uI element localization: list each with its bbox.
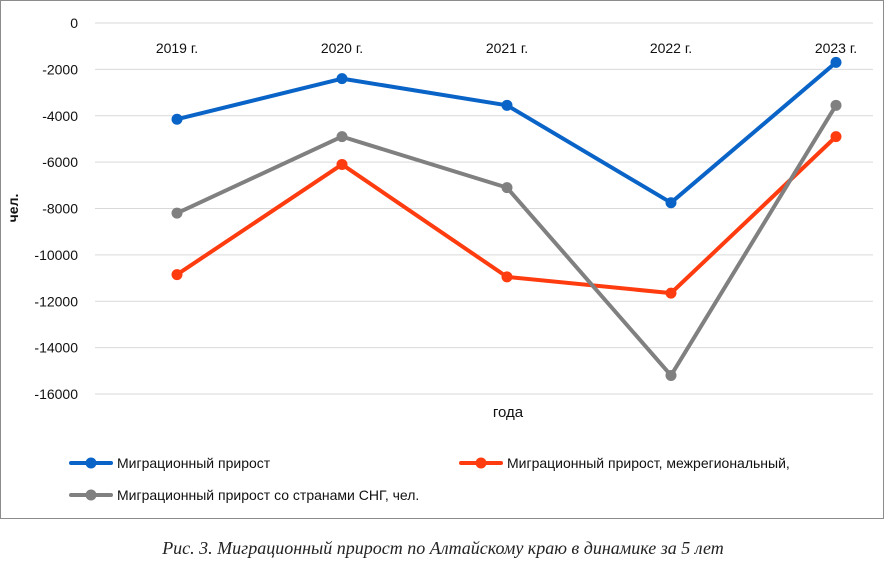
x-tick-label: 2021 г. <box>486 40 528 56</box>
data-point <box>665 287 677 299</box>
x-tick-label: 2022 г. <box>650 40 692 56</box>
data-point <box>336 73 348 85</box>
data-point <box>336 131 348 143</box>
y-tick-label: -8000 <box>42 201 78 217</box>
data-point <box>665 197 677 209</box>
series-line <box>175 60 838 205</box>
x-tick-label: 2020 г. <box>321 40 363 56</box>
legend-item: Миграционный прирост со странами СНГ, че… <box>69 487 419 503</box>
y-tick-label: -10000 <box>34 247 78 263</box>
y-tick-label: -6000 <box>42 154 78 170</box>
y-tick-label: -4000 <box>42 108 78 124</box>
y-axis-label: чел. <box>5 194 21 223</box>
legend-item: Миграционный прирост <box>69 455 271 471</box>
legend-marker <box>475 457 487 469</box>
data-point <box>830 56 842 68</box>
x-axis-label: года <box>493 404 524 421</box>
legend-marker <box>85 457 97 469</box>
series-2 <box>171 131 842 299</box>
data-point <box>665 369 677 381</box>
figure-caption: Рис. 3. Миграционный прирост по Алтайско… <box>162 538 724 558</box>
y-axis-ticks: 0 -2000 -4000 -6000 -8000 -10000 -12000 -14000 -… <box>34 15 78 402</box>
line-chart: 0 -2000 -4000 -6000 -8000 -10000 -12000 -14000 -… <box>5 15 873 503</box>
data-point <box>501 182 513 194</box>
legend-label: Миграционный прирост <box>117 455 271 471</box>
y-tick-label: 0 <box>70 15 78 31</box>
x-tick-label: 2023 г. <box>815 40 857 56</box>
y-tick-label: -16000 <box>34 386 78 402</box>
data-point <box>501 99 513 111</box>
data-point <box>171 207 183 219</box>
legend-label: Миграционный прирост, межрегиональный, <box>507 455 790 471</box>
series-1 <box>171 56 842 209</box>
x-tick-label: 2019 г. <box>156 40 198 56</box>
data-point <box>501 271 513 283</box>
y-tick-label: -14000 <box>34 340 78 356</box>
x-axis-ticks: 2019 г. 2020 г. 2021 г. 2022 г. 2023 г. <box>156 40 857 56</box>
series-3 <box>171 99 842 381</box>
gridlines <box>95 22 873 395</box>
data-point <box>830 99 842 111</box>
data-point <box>171 113 183 125</box>
legend-label: Миграционный прирост со странами СНГ, че… <box>117 487 419 503</box>
series-lines <box>171 56 842 381</box>
legend-marker <box>85 489 97 501</box>
legend: Миграционный прирост Миграционный прирост… <box>69 455 790 503</box>
chart-frame: 0 -2000 -4000 -6000 -8000 -10000 -12000 -14000 -… <box>0 0 884 519</box>
data-point <box>830 131 842 143</box>
data-point <box>336 158 348 170</box>
legend-item: Миграционный прирост, межрегиональный, <box>459 455 790 471</box>
y-tick-label: -12000 <box>34 293 78 309</box>
data-point <box>171 269 183 281</box>
y-tick-label: -2000 <box>42 61 78 77</box>
